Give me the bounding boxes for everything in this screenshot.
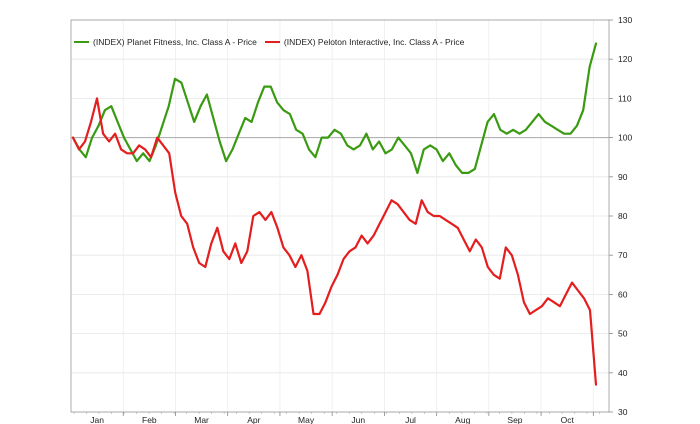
peloton-line bbox=[71, 97, 598, 386]
y-tick-label: 120 bbox=[618, 54, 632, 64]
legend-swatch-peloton bbox=[264, 40, 280, 44]
planet-fitness-line bbox=[71, 42, 598, 174]
y-tick-label: 70 bbox=[618, 250, 628, 260]
x-tick-label: Jan bbox=[90, 415, 104, 424]
y-tick-label: 40 bbox=[618, 368, 628, 378]
x-tick-label: Apr bbox=[247, 415, 260, 424]
legend-swatch-planet-fitness bbox=[74, 40, 89, 44]
y-tick-label: 80 bbox=[618, 211, 628, 221]
legend-label-peloton: (INDEX) Peloton Interactive, Inc. Class … bbox=[283, 37, 465, 47]
x-tick-label: Jun bbox=[351, 415, 365, 424]
x-tick-label: Jul bbox=[405, 415, 416, 424]
x-tick-label: Oct bbox=[561, 415, 575, 424]
x-tick-label: Aug bbox=[455, 415, 470, 424]
x-axis: Jan Feb Mar Apr May Jun Jul Aug Sep Oct bbox=[73, 412, 600, 424]
grid bbox=[71, 19, 609, 413]
y-tick-label: 60 bbox=[618, 289, 628, 299]
legend-item-planet-fitness[interactable]: (INDEX) Planet Fitness, Inc. Class A - P… bbox=[74, 37, 257, 47]
series-lines bbox=[71, 42, 598, 386]
legend-label-planet-fitness: (INDEX) Planet Fitness, Inc. Class A - P… bbox=[93, 37, 257, 47]
x-tick-label: Mar bbox=[194, 415, 209, 424]
x-tick-label: Feb bbox=[142, 415, 157, 424]
x-tick-label: May bbox=[298, 415, 315, 424]
y-tick-label: 30 bbox=[618, 407, 628, 417]
y-tick-label: 90 bbox=[618, 172, 628, 182]
y-tick-label: 110 bbox=[618, 93, 632, 103]
legend: (INDEX) Planet Fitness, Inc. Class A - P… bbox=[74, 37, 472, 47]
y-tick-label: 130 bbox=[618, 15, 632, 25]
x-tick-label: Sep bbox=[507, 415, 522, 424]
y-tick-label: 50 bbox=[618, 329, 628, 339]
y-tick-label: 100 bbox=[618, 133, 632, 143]
y-axis: 30 40 50 60 70 80 90 100 110 120 130 bbox=[609, 15, 632, 417]
legend-item-peloton[interactable]: (INDEX) Peloton Interactive, Inc. Class … bbox=[264, 37, 465, 47]
